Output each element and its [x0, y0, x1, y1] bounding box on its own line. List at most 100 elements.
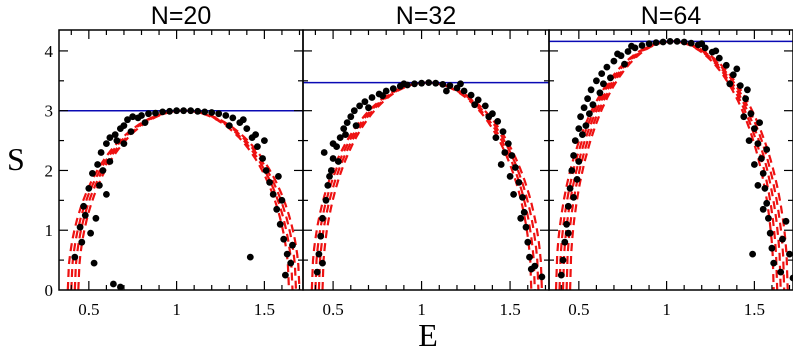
data-point	[666, 38, 674, 45]
data-point	[103, 191, 110, 198]
fit-curve	[310, 81, 543, 290]
data-point	[342, 131, 349, 139]
data-point	[561, 238, 569, 246]
data-point	[577, 113, 584, 121]
data-point	[283, 250, 291, 258]
panel-n64: 0.5 1 1.5 N=64	[548, 2, 793, 319]
data-point	[400, 80, 408, 88]
data-point	[106, 134, 114, 142]
data-point	[621, 60, 628, 68]
y-tick-label: 3	[45, 102, 54, 121]
data-point	[446, 82, 454, 89]
y-tick-label: 0	[45, 281, 54, 300]
data-point	[499, 128, 507, 136]
data-point	[352, 122, 360, 129]
x-tick-label: 1	[172, 300, 181, 319]
fit-curve	[314, 81, 540, 290]
data-point	[751, 161, 758, 168]
data-point	[628, 42, 635, 50]
data-point	[166, 107, 174, 115]
data-point	[510, 191, 517, 198]
data-point	[754, 140, 762, 148]
data-point	[575, 125, 583, 132]
fit-curve	[70, 109, 298, 290]
data-point	[129, 113, 137, 121]
data-point	[343, 119, 351, 126]
data-point	[327, 167, 335, 174]
data-point	[89, 170, 96, 177]
data-point	[733, 65, 741, 73]
data-point	[759, 170, 767, 177]
data-point	[252, 131, 259, 139]
plot-frame	[548, 29, 793, 291]
plot-area	[549, 38, 793, 290]
data-point	[512, 164, 519, 171]
data-point	[614, 50, 621, 58]
data-point	[575, 158, 583, 165]
data-point	[559, 256, 567, 264]
data-point	[659, 38, 667, 46]
data-point	[607, 74, 614, 82]
data-point	[266, 179, 273, 186]
data-point	[273, 205, 281, 213]
data-point	[566, 185, 574, 192]
data-point	[564, 202, 572, 210]
data-point	[418, 79, 425, 87]
data-point	[519, 194, 526, 201]
data-point	[138, 112, 145, 119]
data-point	[584, 95, 591, 103]
plot-area	[59, 107, 303, 290]
data-point	[90, 259, 98, 267]
data-point	[715, 54, 723, 62]
data-point	[744, 86, 751, 94]
data-point	[340, 125, 348, 132]
data-point	[320, 149, 328, 156]
data-point	[570, 194, 577, 201]
data-point	[336, 134, 344, 142]
data-point	[120, 140, 128, 148]
x-axis-label: E	[418, 317, 438, 351]
data-point	[262, 167, 270, 174]
data-point	[289, 241, 296, 249]
panel-n32: 0.5 1 1.5 N=32	[302, 2, 550, 319]
data-point	[603, 63, 611, 71]
data-point	[758, 155, 765, 162]
data-point	[770, 259, 778, 267]
data-point	[81, 211, 89, 219]
data-point	[94, 161, 101, 168]
data-point	[467, 91, 475, 99]
data-point	[680, 38, 688, 46]
data-point	[765, 214, 772, 222]
data-point	[322, 196, 330, 204]
data-point	[736, 82, 744, 89]
y-tick-label: 1	[45, 221, 54, 240]
data-point	[722, 61, 730, 69]
data-point	[254, 143, 261, 151]
data-point	[520, 208, 528, 216]
data-point	[782, 217, 790, 225]
data-point	[425, 79, 433, 86]
data-point	[789, 274, 793, 282]
data-point	[687, 39, 695, 47]
data-point	[568, 167, 576, 174]
x-tick-label: 1.5	[499, 300, 520, 319]
data-point	[524, 238, 532, 246]
x-tick-label: 0.5	[78, 300, 99, 319]
data-point	[571, 137, 579, 145]
data-point	[141, 119, 149, 126]
data-point	[269, 191, 277, 198]
data-point	[276, 220, 284, 228]
data-point	[99, 167, 107, 174]
data-point	[275, 173, 282, 180]
data-point	[492, 134, 500, 142]
data-point	[259, 155, 266, 162]
data-point	[222, 112, 230, 119]
data-point	[598, 70, 606, 77]
data-point	[763, 146, 771, 153]
data-point	[110, 280, 117, 288]
data-point	[280, 235, 288, 243]
data-point	[365, 104, 372, 112]
data-point	[71, 253, 79, 261]
data-point	[596, 89, 604, 97]
